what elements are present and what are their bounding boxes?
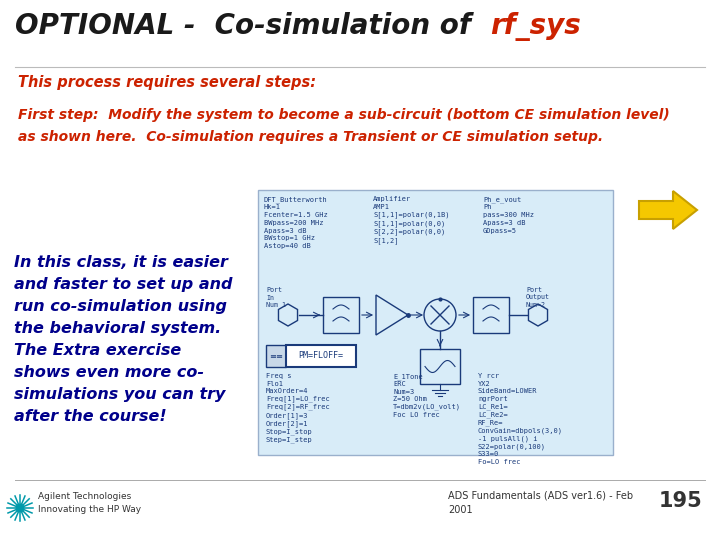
FancyBboxPatch shape	[286, 345, 356, 367]
Text: PM=FLOFF=: PM=FLOFF=	[299, 352, 343, 361]
Text: Port
Output
Num=2: Port Output Num=2	[526, 287, 550, 308]
Circle shape	[424, 299, 456, 331]
Text: ADS Fundamentals (ADS ver1.6) - Feb
2001: ADS Fundamentals (ADS ver1.6) - Feb 2001	[448, 491, 633, 515]
Text: Port
In
Num 1: Port In Num 1	[266, 287, 286, 308]
Text: OPTIONAL -  Co-simulation of: OPTIONAL - Co-simulation of	[15, 12, 490, 40]
Text: First step:  Modify the system to become a sub-circuit (bottom CE simulation lev: First step: Modify the system to become …	[18, 108, 670, 122]
Text: 195: 195	[658, 491, 702, 511]
Text: the behavioral system.: the behavioral system.	[14, 321, 221, 336]
Text: In this class, it is easier: In this class, it is easier	[14, 255, 228, 270]
Polygon shape	[639, 191, 697, 229]
Text: ≡≡: ≡≡	[269, 352, 283, 361]
FancyBboxPatch shape	[258, 190, 613, 455]
FancyBboxPatch shape	[323, 297, 359, 333]
Text: after the course!: after the course!	[14, 409, 166, 424]
FancyBboxPatch shape	[420, 349, 460, 384]
Circle shape	[16, 504, 24, 512]
Text: Y rcr
YX2
SideBand=LOWER
ngrPort
LC_Re1=
LC_Re2=
RF_Re=
ConvGain=dbpols(3,0)
-1 : Y rcr YX2 SideBand=LOWER ngrPort LC_Re1=…	[478, 373, 563, 465]
FancyBboxPatch shape	[266, 345, 286, 367]
Text: DFT_Butterworth
Hk=1
Fcenter=1.5 GHz
BWpass=200 MHz
Apass=3 dB
BWstop=1 GHz
Asto: DFT_Butterworth Hk=1 Fcenter=1.5 GHz BWp…	[264, 196, 328, 249]
Text: Agilent Technologies
Innovating the HP Way: Agilent Technologies Innovating the HP W…	[38, 492, 141, 514]
Text: This process requires several steps:: This process requires several steps:	[18, 75, 316, 90]
Polygon shape	[279, 304, 297, 326]
Polygon shape	[528, 304, 547, 326]
Text: rf_sys: rf_sys	[490, 12, 581, 41]
Text: Ph_e_vout
Ph
pass=300 MHz
Apass=3 dB
GDpass=5: Ph_e_vout Ph pass=300 MHz Apass=3 dB GDp…	[483, 196, 534, 234]
Text: E_1Tone
ERC
Num=3
Z=50 Ohm
T=dbm2v(LO_volt)
Foc LO frec: E_1Tone ERC Num=3 Z=50 Ohm T=dbm2v(LO_vo…	[393, 373, 461, 418]
Text: as shown here.  Co-simulation requires a Transient or CE simulation setup.: as shown here. Co-simulation requires a …	[18, 130, 603, 144]
Text: and faster to set up and: and faster to set up and	[14, 277, 233, 292]
Text: The Extra exercise: The Extra exercise	[14, 343, 181, 358]
Text: Amplifier
AMP1
S[1,1]=polar(0,1B)
S[1,1]=polar(0,0)
S[2,2]=polar(0,0)
S[1,2]: Amplifier AMP1 S[1,1]=polar(0,1B) S[1,1]…	[373, 196, 449, 244]
Text: shows even more co-: shows even more co-	[14, 365, 204, 380]
Text: run co-simulation using: run co-simulation using	[14, 299, 227, 314]
Text: simulations you can try: simulations you can try	[14, 387, 225, 402]
Polygon shape	[376, 295, 408, 335]
Text: Freq s
Flo1
MaxOrder=4
Freq[1]=LO_frec
Freq[2]=RF_frec
Order[1]=3
Order[2]=1
Sto: Freq s Flo1 MaxOrder=4 Freq[1]=LO_frec F…	[266, 373, 330, 443]
FancyBboxPatch shape	[473, 297, 509, 333]
